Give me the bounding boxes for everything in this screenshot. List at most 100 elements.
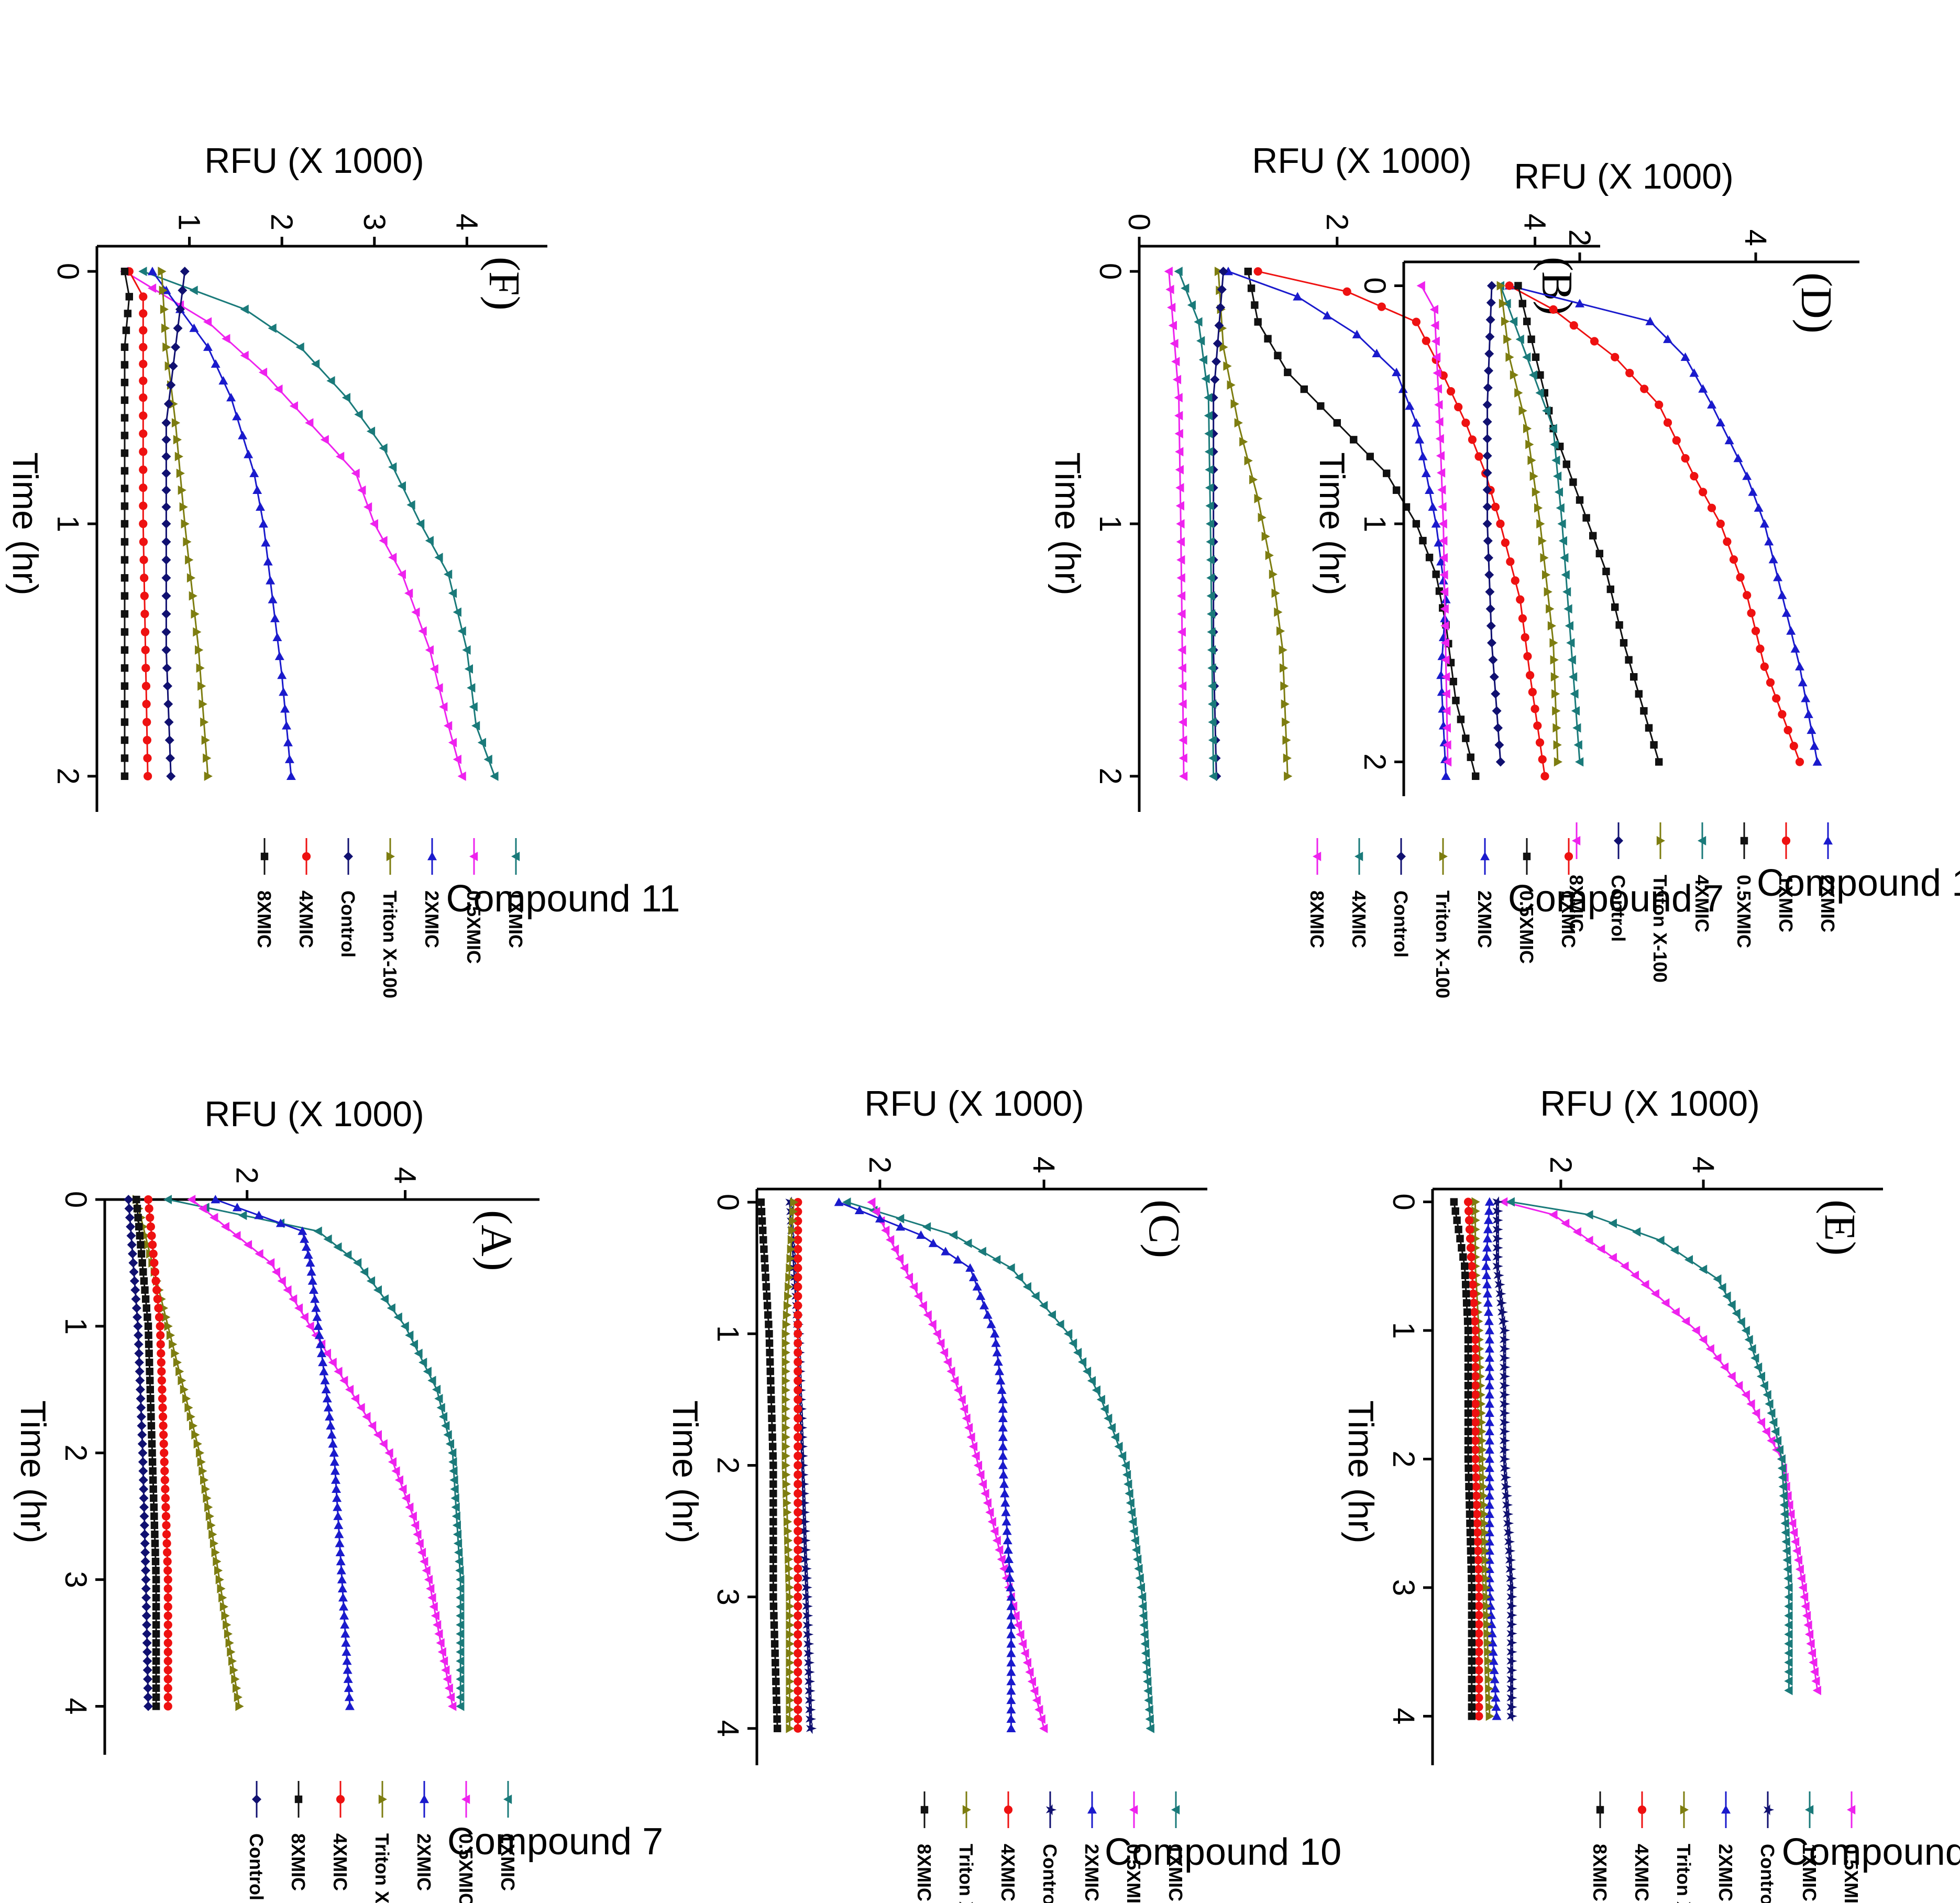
data-point (1254, 493, 1263, 503)
data-point: ★ (1503, 1673, 1521, 1686)
data-point (1435, 587, 1444, 595)
data-point (335, 1547, 345, 1556)
data-point (1464, 1446, 1472, 1454)
data-point (957, 1394, 966, 1404)
data-point (1207, 627, 1216, 637)
data-point (1472, 1491, 1481, 1500)
data-point (357, 485, 366, 495)
data-point (1139, 1611, 1148, 1621)
data-point: ★ (802, 1722, 820, 1735)
data-point (1431, 336, 1440, 346)
data-point (140, 574, 149, 582)
data-point: ★ (1503, 1581, 1521, 1594)
data-point (134, 1214, 142, 1222)
data-point (1488, 655, 1498, 665)
data-point (936, 1338, 945, 1348)
x-tick-label: 1 (1386, 1322, 1421, 1339)
data-point (1778, 1482, 1787, 1492)
data-point (794, 1677, 802, 1686)
data-point (1006, 1667, 1016, 1676)
series-1xmic (1506, 1197, 1793, 1696)
data-point (1761, 1426, 1770, 1436)
legend-entry: 0.5XMIC (1516, 838, 1537, 964)
legend-label: 0.5XMIC (1516, 890, 1537, 964)
data-point (1781, 1537, 1790, 1547)
data-point (1471, 1354, 1480, 1362)
data-point (1006, 1695, 1016, 1704)
data-point (204, 771, 213, 781)
data-point (189, 285, 198, 295)
data-point (773, 1724, 781, 1732)
data-point (135, 1376, 145, 1385)
data-point (1468, 1694, 1476, 1702)
legend-entry: 2XMIC (421, 838, 443, 948)
data-point (1484, 1353, 1494, 1362)
data-point: ★ (1502, 1554, 1519, 1567)
data-point (144, 1195, 153, 1204)
data-point (448, 1457, 457, 1467)
data-point (1468, 1712, 1476, 1720)
data-point (1006, 1582, 1016, 1591)
data-point (918, 1301, 927, 1311)
data-point: ★ (1501, 1544, 1518, 1557)
data-point (409, 1339, 419, 1349)
data-point (1000, 1498, 1010, 1507)
chart-title: Compound 10 (1105, 1831, 1341, 1873)
data-point (400, 1321, 409, 1331)
data-point (1434, 400, 1443, 410)
data-point (794, 1555, 802, 1564)
data-point (1489, 1656, 1499, 1665)
data-point (1481, 1564, 1491, 1574)
series-line (1217, 271, 1289, 776)
data-point (1773, 573, 1782, 581)
legend-label: 0.5XMIC (463, 890, 485, 964)
data-point (1784, 1592, 1793, 1602)
data-point (139, 1520, 149, 1530)
data-point (1540, 772, 1549, 780)
data-point (768, 1414, 776, 1422)
data-point (1450, 1198, 1458, 1206)
data-point (998, 1432, 1008, 1441)
data-point (1798, 678, 1808, 687)
data-point (1471, 1197, 1480, 1207)
data-point (161, 468, 171, 478)
data-point (120, 646, 129, 654)
data-point (1724, 435, 1734, 445)
data-point (1778, 710, 1787, 719)
data-point (456, 1575, 465, 1585)
legend-label: 2XMIC (1715, 1844, 1736, 1901)
legend-marker (1439, 852, 1448, 861)
data-point (159, 1439, 168, 1448)
data-point (1174, 267, 1183, 277)
data-point: ★ (1503, 1710, 1521, 1723)
data-point (1453, 1216, 1461, 1224)
data-point (1554, 757, 1562, 767)
data-point (773, 1715, 781, 1723)
data-point (345, 1701, 355, 1710)
data-point (1055, 1319, 1064, 1329)
data-point (255, 1249, 263, 1259)
data-point (786, 1658, 795, 1668)
data-point (1179, 735, 1187, 745)
data-point (335, 1538, 345, 1547)
data-point (163, 1647, 172, 1656)
y-tick-label: 4 (1738, 229, 1772, 246)
data-point (120, 772, 129, 780)
data-point (1247, 284, 1256, 292)
data-point (781, 1329, 790, 1339)
data-point (315, 1339, 325, 1348)
data-point (976, 1291, 986, 1300)
data-point (161, 645, 171, 655)
data-point (771, 1649, 779, 1657)
y-tick-label: 0 (1122, 214, 1156, 230)
data-point (368, 1421, 377, 1431)
data-point (757, 1198, 765, 1206)
data-point (391, 1466, 400, 1476)
data-point (152, 1675, 160, 1683)
data-point (120, 267, 129, 276)
data-point (781, 1460, 790, 1470)
chart-title: Compound 10 (1757, 862, 1960, 904)
data-point (147, 1404, 155, 1412)
data-point (1205, 501, 1214, 511)
data-point (1473, 1556, 1483, 1565)
